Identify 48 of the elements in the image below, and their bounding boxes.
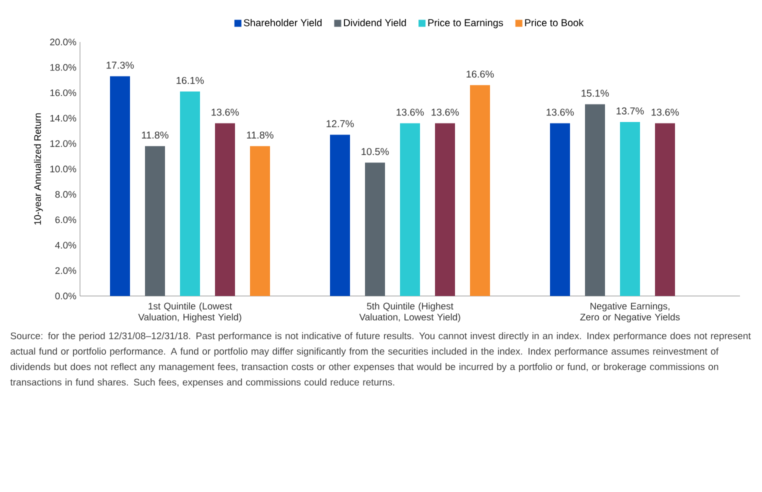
y-tick-label: 14.0% — [50, 114, 76, 122]
y-tick-label: 18.0% — [50, 64, 76, 71]
bar — [550, 123, 570, 296]
bar — [435, 123, 456, 296]
y-tick-label: 12.0% — [50, 140, 76, 147]
x-tick-label: 1st Quintile (Lowest Valuation, Highest Yield) — [138, 302, 242, 322]
data-label: 16.6% — [466, 70, 494, 78]
bar — [470, 85, 490, 296]
data-label: 10.5% — [362, 148, 389, 156]
data-label: 16.1% — [176, 76, 204, 84]
legend-label: Price to Book — [525, 18, 584, 26]
data-label: 13.6% — [212, 108, 239, 116]
bar — [365, 162, 386, 296]
data-label: 13.7% — [616, 107, 644, 114]
bar — [145, 146, 165, 296]
legend-label: Price to Earnings — [428, 18, 503, 28]
data-label: 13.6% — [432, 108, 459, 116]
bar — [585, 104, 606, 296]
data-label: 17.3% — [106, 62, 134, 69]
bar — [400, 123, 420, 296]
y-tick-label: 16.0% — [50, 89, 76, 96]
bar — [215, 123, 236, 296]
source-note: Source: for the period 12/31/08–12/31/18. Past performance is not indicative of future results. You cannot invest directly in an index. Index performance does not represent actual fund or portfolio performance. A fund or portfolio may differ significantly from the securities included in the index. Index performance assumes reinvestment of dividends but does not reflect any management fees, transaction costs or other expenses that would be incurred by a portfolio or fund, or brokerage commissions on transactions in fund shares. Such fees, expenses and commissions could reduce returns. — [10, 332, 751, 388]
x-tick-label: 5th Quintile (Highest Valuation, Lowest Yield) — [359, 302, 460, 322]
data-label: 13.6% — [396, 108, 424, 116]
y-tick-label: 4.0% — [55, 242, 76, 249]
bar — [655, 123, 676, 296]
y-tick-label: 10.0% — [50, 166, 76, 172]
y-tick-label: 2.0% — [55, 267, 76, 274]
bar — [620, 122, 640, 296]
y-tick-label: 6.0% — [55, 216, 76, 224]
data-label: 11.8% — [247, 132, 274, 139]
bar — [180, 92, 200, 296]
y-tick-label: 8.0% — [55, 191, 76, 198]
legend-label: Shareholder Yield — [244, 18, 322, 26]
data-label: 13.6% — [546, 108, 574, 116]
y-tick-label: 20.0% — [50, 38, 76, 46]
data-label: 13.6% — [652, 108, 679, 116]
bar — [250, 146, 270, 296]
data-label: 11.8% — [142, 132, 168, 139]
y-axis-title: 10-year Annualized Return — [34, 113, 43, 225]
legend-label: Dividend Yield — [344, 18, 406, 26]
data-label: 15.1% — [582, 90, 609, 97]
y-tick-label: 0.0% — [55, 292, 76, 300]
data-label: 12.7% — [326, 120, 354, 128]
bar — [330, 134, 350, 296]
x-tick-label: Negative Earnings, Zero or Negative Yields — [580, 302, 680, 322]
bar — [110, 76, 130, 296]
